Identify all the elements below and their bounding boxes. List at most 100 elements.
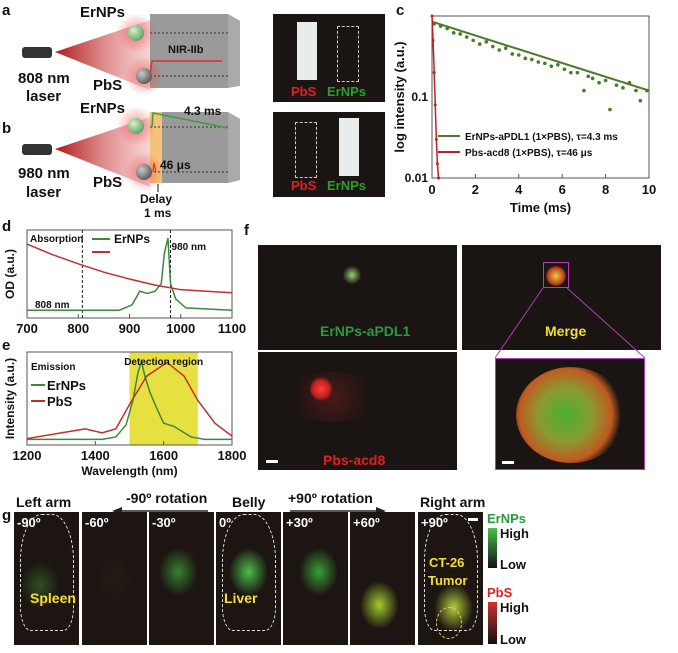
x-tick-label: 4: [515, 182, 523, 197]
x-tick-label: 900: [119, 321, 141, 336]
legend-pbs: Pbs-acd8 (1×PBS), τ=46 μs: [465, 148, 593, 159]
y-axis-label: Intensity (a.u.): [3, 358, 17, 439]
colorbar-low: Low: [500, 557, 526, 572]
rotation-image-1: -60º: [82, 512, 147, 645]
legend-ernps: ErNPs: [47, 378, 86, 393]
legend-ernps: ErNPs: [114, 232, 150, 246]
image-a: PbS ErNPs: [273, 14, 385, 102]
x-tick-label: 1600: [149, 448, 178, 463]
pbs-lifetime: 46 μs: [160, 158, 191, 172]
organ-label-ct26: CT-26: [429, 555, 465, 570]
view-right-arm: Right arm: [420, 494, 486, 510]
rotation-image-0: -90º: [14, 512, 79, 645]
label-ernps: ErNPs: [80, 4, 126, 21]
laser-label: laser: [26, 88, 62, 105]
pbs-particle-icon: [136, 164, 152, 180]
angle-label: 0º: [219, 515, 231, 530]
img-label-pbs: PbS: [291, 84, 317, 99]
x-tick-label: 1400: [81, 448, 110, 463]
data-point-ernps: [510, 52, 515, 56]
fit-line-ernps: [431, 20, 650, 92]
data-point-ernps: [608, 107, 612, 112]
organ-label-spleen: Spleen: [30, 590, 76, 606]
x-tick-label: 1100: [218, 321, 246, 336]
data-point-ernps: [597, 80, 601, 85]
label-merge: Merge: [545, 323, 587, 339]
data-point-ernps: [634, 88, 638, 93]
ernps-lifetime: 4.3 ms: [184, 104, 222, 118]
series-line: [27, 237, 233, 311]
image-b: PbS ErNPs: [273, 112, 385, 197]
panel-label-b: b: [2, 120, 12, 137]
x-axis-label: Time (ms): [510, 200, 571, 215]
image-tumor-zoom: [495, 358, 645, 470]
delay-label: Delay: [140, 192, 173, 206]
detection-region: [129, 352, 198, 445]
tumor-outline: [436, 607, 462, 639]
data-point-ernps: [569, 70, 573, 75]
data-point-ernps: [543, 61, 547, 66]
colorbar-ernps: [488, 528, 497, 568]
angle-label: -60º: [85, 515, 109, 530]
rotation-left-label: -90º rotation: [126, 490, 208, 506]
image-pbs-acd8: Pbs-acd8: [258, 352, 457, 470]
label-ernps-aPDL1: ErNPs-aPDL1: [320, 323, 411, 339]
data-point-ernps: [471, 38, 476, 43]
annotation-980nm: 980 nm: [172, 242, 207, 253]
rotation-right-label: +90º rotation: [288, 490, 373, 506]
data-point-ernps: [523, 56, 528, 61]
label-pbs-acd8: Pbs-acd8: [323, 452, 386, 468]
series-line: [26, 243, 233, 294]
data-point-ernps: [556, 62, 560, 67]
rotation-image-5: +60º: [350, 512, 415, 645]
panel-label-g: g: [2, 507, 12, 524]
rotation-image-2: -30º: [149, 512, 214, 645]
data-point-ernps: [451, 31, 456, 35]
angle-label: +60º: [353, 515, 380, 530]
colorbar-pbs-title: PbS: [487, 585, 513, 600]
ernps-particle-icon: [128, 118, 144, 134]
data-point-ernps: [464, 35, 469, 39]
data-point-pbs: [437, 176, 441, 180]
panel-label-c: c: [396, 2, 405, 19]
y-axis-label: log intensity (a.u.): [392, 41, 407, 152]
laser-wavelength: 980 nm: [18, 165, 70, 182]
angle-label: -30º: [152, 515, 176, 530]
data-point-pbs: [432, 71, 436, 75]
annotation-808nm: 808 nm: [35, 300, 70, 311]
panel-label-d: d: [2, 218, 12, 235]
angle-label: +30º: [286, 515, 313, 530]
data-point-ernps: [458, 32, 463, 36]
plot-frame: [431, 15, 650, 179]
organ-label-liver: Liver: [224, 590, 258, 606]
data-point-ernps: [484, 40, 489, 44]
annotation-emission: Emission: [31, 362, 75, 373]
emission-chart: 1200 1400 1600 1800 Intensity (a.u.) Waveleng…: [3, 351, 246, 478]
data-point-ernps: [603, 78, 608, 83]
img-label-ernps: ErNPs: [327, 84, 367, 99]
y-axis-label: OD (a.u.): [3, 249, 17, 299]
panel-label-e: e: [2, 337, 11, 354]
x-tick-label: 700: [16, 321, 38, 336]
data-point-pbs: [433, 103, 437, 107]
data-point-ernps: [497, 48, 502, 52]
data-point-ernps: [503, 46, 508, 51]
x-tick-label: 800: [67, 321, 89, 336]
data-point-ernps: [536, 60, 541, 64]
x-tick-label: 6: [559, 182, 566, 197]
annotation-absorption: Absorption: [30, 234, 83, 245]
image-merge: Merge: [462, 245, 661, 350]
absorption-chart: 700 800 900 1000 1100 OD (a.u.) Absorption 808 …: [3, 229, 246, 336]
annotation-detection-region: Detection region: [124, 357, 203, 368]
data-point-ernps: [562, 67, 567, 72]
data-point-pbs: [435, 162, 439, 166]
series-line: [27, 358, 232, 441]
panel-label-a: a: [2, 2, 11, 19]
data-point-ernps: [477, 42, 482, 46]
x-tick-label: 8: [602, 182, 609, 197]
legend-ernps: ErNPs-aPDL1 (1×PBS), τ=4.3 ms: [465, 132, 618, 143]
scale-bar: [266, 460, 278, 463]
scale-bar: [468, 518, 478, 521]
data-point-ernps: [638, 98, 643, 103]
x-tick-label: 0: [428, 182, 435, 197]
